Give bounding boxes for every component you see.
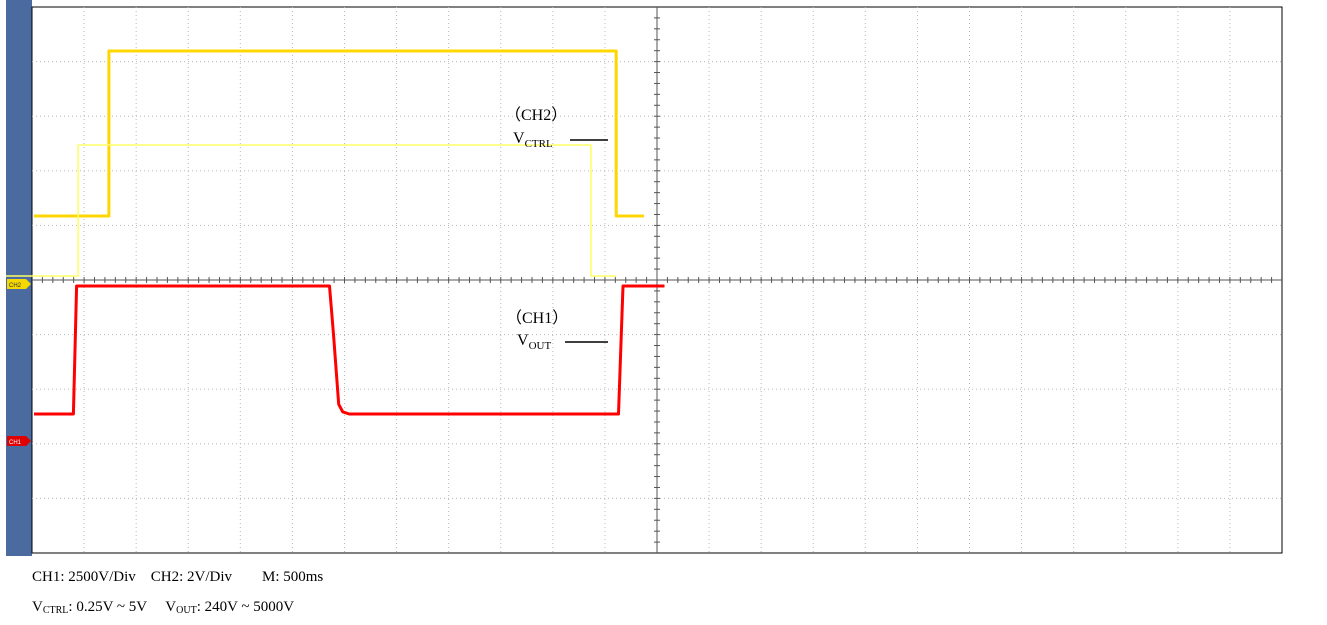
ch1-signal-sub: OUT <box>529 340 552 352</box>
ch1-annotation: （CH1） VOUT <box>506 309 608 352</box>
reference-trace <box>34 49 644 218</box>
traces <box>6 49 665 416</box>
ctrl-range-main: V <box>32 599 43 615</box>
ch1-name-label: （CH1） <box>506 309 568 327</box>
oscilloscope-screen: CH2 CH1 （CH2） VCTRL （CH1） VOUT <box>6 0 1283 556</box>
grid <box>32 7 1282 553</box>
out-range-text: : 240V ~ 5000V <box>196 599 295 615</box>
ch2-signal-label: VCTRL <box>513 130 553 150</box>
ch1-marker[interactable]: CH1 <box>7 436 31 446</box>
channel-strip <box>6 0 32 556</box>
scale-caption: CH1: 2500V/Div CH2: 2V/Div M: 500ms <box>32 569 323 586</box>
ch1-signal-main: V <box>517 332 529 349</box>
channel-markers: CH2 CH1 <box>7 279 31 446</box>
ch2-marker[interactable]: CH2 <box>7 279 31 289</box>
ch2-name-label: （CH2） <box>505 106 567 124</box>
ch2-marker-text: CH2 <box>9 283 22 289</box>
range-caption: VCTRL: 0.25V ~ 5V VOUT: 240V ~ 5000V <box>32 599 294 616</box>
out-range-main: V <box>165 599 177 615</box>
ch1-marker-text: CH1 <box>9 440 22 446</box>
ch2-signal-sub: CTRL <box>525 138 553 150</box>
scale-caption-text: CH1: 2500V/Div CH2: 2V/Div M: 500ms <box>32 569 324 585</box>
ch2-trace <box>6 144 616 277</box>
ctrl-range-sub: CTRL <box>42 605 69 616</box>
ch1-trace <box>34 284 665 416</box>
ch2-annotation: （CH2） VCTRL <box>505 106 608 150</box>
ch2-signal-main: V <box>513 130 525 147</box>
out-range-sub: OUT <box>176 605 197 616</box>
ctrl-range-text: : 0.25V ~ 5V <box>68 599 166 615</box>
ch1-signal-label: VOUT <box>517 332 551 352</box>
